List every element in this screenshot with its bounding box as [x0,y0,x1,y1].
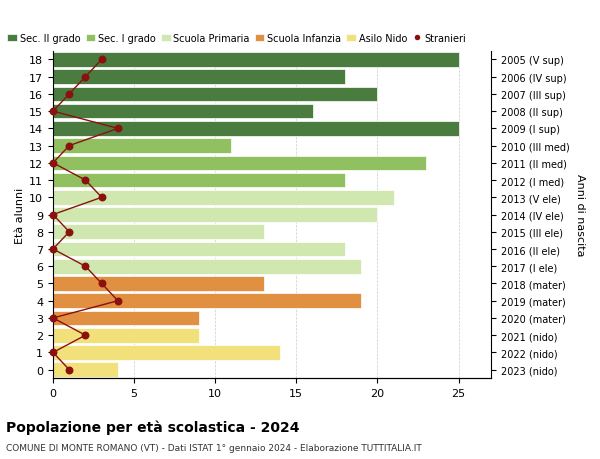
Point [48,349,58,356]
Bar [53,363,118,377]
Bar [53,105,313,119]
Point [48,108,58,116]
Text: Popolazione per età scolastica - 2024: Popolazione per età scolastica - 2024 [6,420,299,435]
Text: COMUNE DI MONTE ROMANO (VT) - Dati ISTAT 1° gennaio 2024 - Elaborazione TUTTITAL: COMUNE DI MONTE ROMANO (VT) - Dati ISTAT… [6,443,422,452]
Point [97,194,106,202]
Point [80,332,90,339]
Bar [53,294,361,308]
Point [48,314,58,322]
Bar [53,225,264,240]
Point [48,212,58,219]
Bar [53,311,199,325]
Point [64,366,74,374]
Point [80,177,90,185]
Y-axis label: Età alunni: Età alunni [15,187,25,243]
Point [113,125,122,133]
Point [48,246,58,253]
Point [113,297,122,305]
Point [80,263,90,270]
Bar [53,208,377,222]
Point [97,280,106,287]
Legend: Sec. II grado, Sec. I grado, Scuola Primaria, Scuola Infanzia, Asilo Nido, Stran: Sec. II grado, Sec. I grado, Scuola Prim… [7,34,466,44]
Bar [53,328,199,343]
Bar [53,174,345,188]
Point [64,143,74,150]
Bar [53,190,394,205]
Bar [53,277,264,291]
Point [48,160,58,167]
Point [64,91,74,98]
Bar [53,156,426,171]
Bar [53,53,458,67]
Bar [53,259,361,274]
Bar [53,345,280,360]
Point [80,74,90,81]
Bar [53,139,232,154]
Bar [53,242,345,257]
Bar [53,122,458,136]
Bar [53,87,377,102]
Y-axis label: Anni di nascita: Anni di nascita [575,174,585,256]
Point [97,56,106,64]
Bar [53,70,345,85]
Point [64,229,74,236]
